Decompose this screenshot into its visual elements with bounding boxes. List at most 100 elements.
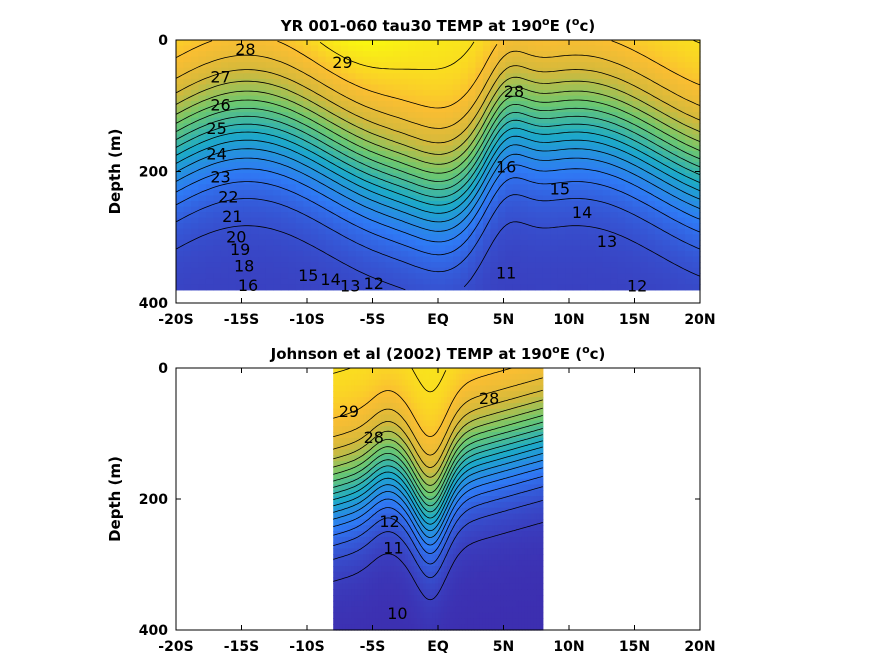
contour-line-28 (611, 40, 701, 86)
contour-label: 28 (504, 82, 524, 101)
contour-label: 16 (496, 158, 516, 177)
contour-line-11 (333, 522, 543, 601)
contour-line-23 (175, 95, 701, 174)
x-tick-label: -20S (158, 312, 193, 328)
contour-label: 12 (364, 274, 384, 293)
x-tick-label: -10S (289, 312, 324, 328)
title-part: o (582, 343, 590, 356)
contour-label: 21 (222, 207, 242, 226)
chart-panel-2: 29 28 28 12 11 10 -20S -15S -10S -5S EQ 5N 10N 15N 20N… (106, 343, 716, 655)
contour-label: 12 (627, 277, 647, 296)
contour-label: 22 (218, 187, 238, 206)
contour-label: 14 (572, 203, 592, 222)
x-tick-label: 10N (553, 312, 584, 328)
contour-line-21 (333, 428, 543, 507)
contour-label: 20 (226, 227, 246, 246)
contour-label: 28 (479, 389, 499, 408)
y-tick-label: 0 (158, 361, 168, 377)
y-tick-label: 400 (139, 623, 168, 639)
x-tick-label: -10S (289, 639, 324, 655)
x-tick-label: 15N (619, 312, 650, 328)
contour-label: 25 (206, 119, 226, 138)
contour-line-28 (333, 367, 512, 438)
contour-label: 16 (238, 276, 258, 295)
chart-title: Johnson et al (2002) TEMP at 190oE (oc) (270, 343, 606, 363)
y-axis: 0 200 400 (139, 361, 700, 639)
contour-line-23 (333, 415, 543, 494)
contour-line-22 (333, 421, 543, 500)
contour-label: 13 (597, 232, 617, 251)
contour-line-25 (175, 76, 701, 155)
x-tick-label: 5N (493, 312, 514, 328)
x-tick-label: 20N (684, 312, 715, 328)
x-tick-label: -20S (158, 639, 193, 655)
contour-label: 23 (210, 168, 230, 187)
contour-lines (175, 40, 701, 291)
contour-line-25 (333, 399, 543, 478)
title-part: c) (579, 17, 595, 35)
y-tick-label: 0 (158, 33, 168, 49)
title-part: E ( (550, 17, 572, 35)
contour-line-28 (175, 40, 213, 59)
contour-line-15 (333, 467, 543, 546)
contour-line-18 (333, 446, 543, 525)
y-axis: 0 200 400 (139, 33, 700, 312)
contour-line-29 (319, 41, 475, 70)
y-axis-label: Depth (m) (106, 129, 124, 215)
contour-line-12 (463, 221, 701, 288)
contour-label: 11 (496, 264, 516, 283)
contour-label: 28 (364, 428, 384, 447)
contour-label: 29 (332, 53, 352, 72)
contour-label: 12 (379, 512, 399, 531)
x-axis: -20S -15S -10S -5S EQ 5N 10N 15N 20N (158, 368, 716, 655)
contour-line-18 (175, 135, 701, 214)
contour-label: 14 (320, 270, 340, 289)
contour-line-19 (175, 127, 701, 206)
y-tick-label: 400 (139, 296, 168, 312)
contour-label: 19 (230, 240, 250, 259)
contour-line-29 (333, 367, 351, 374)
contour-line-24 (175, 86, 701, 165)
contour-label: 27 (210, 68, 230, 87)
title-part: o (542, 15, 550, 28)
x-tick-label: -5S (360, 312, 386, 328)
x-tick-label: 15N (619, 639, 650, 655)
contour-line-28 (277, 40, 498, 109)
contour-label: 24 (206, 145, 226, 164)
title-part: c) (590, 345, 606, 363)
contour-label: 18 (234, 256, 254, 275)
title-part: E ( (560, 345, 582, 363)
contour-label: 13 (340, 277, 360, 296)
y-tick-label: 200 (139, 165, 168, 181)
contour-label: 10 (387, 604, 407, 623)
contour-line-14 (175, 177, 701, 256)
x-tick-label: EQ (427, 312, 449, 328)
contour-line-26 (175, 65, 701, 144)
contour-line-26 (333, 389, 543, 468)
x-tick-label: EQ (427, 639, 449, 655)
contour-line-16 (175, 153, 701, 232)
x-tick-label: -5S (360, 639, 386, 655)
contour-line-21 (175, 111, 701, 190)
chart-title: YR 001-060 tau30 TEMP at 190oE (oc) (280, 15, 595, 35)
x-tick-label: -15S (224, 312, 259, 328)
contour-line-17 (333, 453, 543, 532)
contour-line-22 (175, 103, 701, 182)
contour-line-27 (175, 50, 701, 129)
contour-line-13 (175, 194, 701, 273)
x-tick-label: -15S (224, 639, 259, 655)
contour-line-12 (175, 225, 406, 291)
x-tick-label: 10N (553, 639, 584, 655)
x-axis: -20S -15S -10S -5S EQ 5N 10N 15N 20N (158, 40, 716, 328)
contour-lines (333, 367, 543, 601)
title-part: YR 001-060 tau30 TEMP at 190 (280, 17, 542, 35)
contour-line-17 (175, 144, 701, 223)
contour-line-29 (411, 367, 447, 393)
title-part: Johnson et al (2002) TEMP at 190 (270, 345, 553, 363)
contour-label: 15 (550, 179, 570, 198)
title-part: o (552, 343, 560, 356)
contour-line-16 (333, 459, 543, 538)
